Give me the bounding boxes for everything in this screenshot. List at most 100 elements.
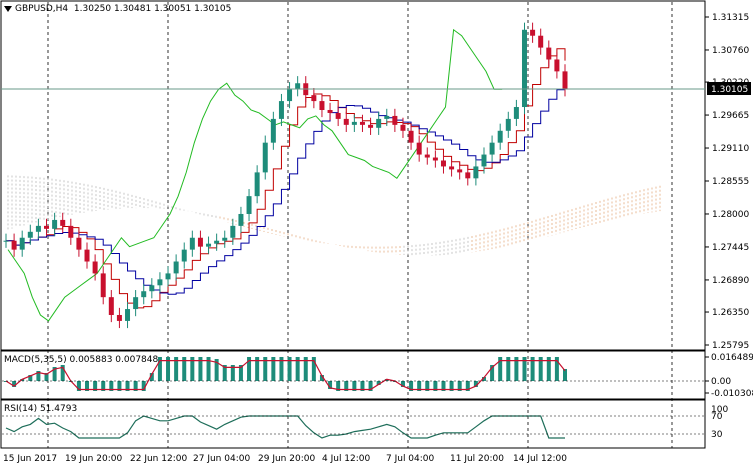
- candle-body: [327, 109, 333, 113]
- macd-bar: [36, 371, 41, 381]
- macd-bar: [303, 357, 308, 381]
- candle-body: [562, 71, 568, 90]
- triangle-down-icon: [4, 5, 12, 12]
- time-label: 15 Jun 2017: [3, 454, 57, 464]
- macd-bar: [133, 381, 138, 391]
- price-tick-label: 1.26890: [712, 276, 749, 286]
- macd-bar: [198, 357, 203, 381]
- macd-bar: [336, 381, 341, 391]
- candle-body: [319, 101, 325, 110]
- candle-body: [238, 213, 244, 226]
- macd-bar: [425, 381, 430, 391]
- price-tick-label: 1.26350: [712, 308, 749, 318]
- macd-histogram: [4, 357, 567, 391]
- macd-bar: [546, 357, 551, 381]
- macd-bar: [206, 357, 211, 381]
- candle-body: [424, 154, 430, 158]
- candle-body: [44, 225, 50, 229]
- candle-body: [76, 237, 82, 250]
- vertical-grid: [47, 2, 673, 448]
- time-axis: 15 Jun 2017 19 Jun 20:00 22 Jun 12:00 27 Ju…: [3, 454, 567, 464]
- macd-bar: [12, 381, 17, 387]
- price-tick-label: 1.25795: [712, 341, 749, 351]
- main-panel[interactable]: [0, 0, 706, 351]
- macd-tick-label: 0.00: [711, 377, 731, 387]
- price-tick-label: 1.29665: [712, 111, 749, 121]
- macd-bar: [109, 381, 114, 391]
- candle-body: [376, 118, 382, 128]
- candle-body: [116, 314, 122, 321]
- macd-label: MACD(5,35,5) 0.005883 0.007848: [4, 355, 159, 365]
- rsi-tick-label: 30: [711, 430, 723, 440]
- macd-bar: [554, 357, 559, 381]
- candle-body: [384, 115, 390, 119]
- candle-body: [133, 297, 139, 310]
- price-tick-label: 1.31315: [712, 13, 749, 23]
- time-label: 7 Jul 04:00: [386, 454, 435, 464]
- macd-bar: [473, 381, 478, 387]
- macd-bar: [352, 381, 357, 391]
- macd-bar: [498, 357, 503, 381]
- candle-body: [270, 118, 276, 143]
- candle-body: [335, 112, 341, 119]
- candle-body: [108, 297, 114, 315]
- macd-signal-line: [5, 360, 566, 391]
- macd-bar: [530, 357, 535, 381]
- current-price-box: [707, 82, 751, 95]
- candle-body: [538, 35, 544, 48]
- macd-bar: [230, 365, 235, 381]
- candle-body: [546, 47, 552, 60]
- macd-bar: [101, 381, 106, 391]
- price-tick-label: 1.27445: [712, 243, 749, 253]
- rsi-line: [5, 415, 565, 439]
- time-label: 4 Jul 12:00: [322, 454, 371, 464]
- macd-bar: [52, 367, 57, 381]
- macd-bar: [271, 357, 276, 381]
- candle-body: [408, 130, 414, 143]
- candle-body: [416, 142, 422, 155]
- macd-bar: [60, 365, 65, 381]
- time-label: 11 Jul 20:00: [450, 454, 504, 464]
- candle-body: [254, 172, 260, 197]
- macd-bar: [409, 381, 414, 391]
- macd-bar: [376, 381, 381, 385]
- macd-bar: [166, 357, 171, 381]
- candle-body: [530, 29, 536, 36]
- current-price-label: 1.30105: [711, 85, 748, 95]
- macd-bar: [44, 373, 49, 381]
- rsi-panel[interactable]: [0, 399, 706, 449]
- candle-body: [457, 169, 463, 173]
- candle-body: [60, 219, 66, 226]
- price-axis: 1.313151.307601.302201.296651.291101.285…: [2, 13, 753, 440]
- candle-body: [513, 107, 519, 119]
- symbol-label: GBPUSD,H4: [15, 4, 69, 14]
- candle-body: [465, 172, 471, 179]
- candle-body: [497, 130, 503, 143]
- candle-body: [189, 237, 195, 250]
- candle-body: [554, 59, 560, 72]
- macd-bar: [255, 357, 260, 381]
- candle-body: [157, 279, 163, 286]
- macd-bar: [449, 381, 454, 391]
- time-label: 22 Jun 12:00: [130, 454, 187, 464]
- candle-body: [27, 231, 33, 238]
- macd-tick-label: 0.016489: [711, 353, 753, 363]
- candle-body: [246, 196, 252, 214]
- candle-body: [52, 219, 58, 229]
- macd-bar: [522, 357, 527, 381]
- macd-bar: [360, 381, 365, 391]
- time-label: 29 Jun 20:00: [258, 454, 315, 464]
- macd-bar: [481, 377, 486, 381]
- candle-body: [311, 95, 317, 102]
- candle-body: [92, 261, 98, 274]
- candle-body: [214, 240, 220, 244]
- macd-bar: [400, 381, 405, 387]
- candle-body: [173, 261, 179, 274]
- candle-body: [125, 309, 131, 321]
- macd-bar: [214, 359, 219, 381]
- macd-bar: [465, 381, 470, 391]
- macd-bar: [93, 381, 98, 391]
- candle-body: [440, 160, 446, 167]
- price-tick-label: 1.29110: [712, 144, 749, 154]
